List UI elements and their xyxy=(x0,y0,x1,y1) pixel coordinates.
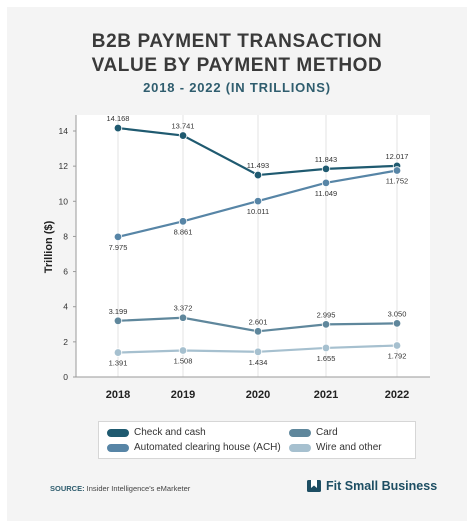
plot-area xyxy=(76,115,430,377)
x-tick-label: 2020 xyxy=(246,389,270,401)
x-tick-label: 2022 xyxy=(385,389,409,401)
bookmark-icon xyxy=(307,480,321,492)
y-axis-label: Trillion ($) xyxy=(43,220,55,273)
data-point xyxy=(321,343,331,353)
data-label: 3.199 xyxy=(109,307,128,316)
legend-label: Check and cash xyxy=(134,427,206,438)
data-point xyxy=(113,232,123,242)
data-label: 1.508 xyxy=(174,357,193,366)
source-label: SOURCE: xyxy=(50,484,85,493)
data-point xyxy=(321,320,331,329)
chart-title: B2B PAYMENT TRANSACTION VALUE BY PAYMENT… xyxy=(0,30,474,78)
data-point xyxy=(392,166,402,175)
chart-legend: Check and cash Card Automated clearing h… xyxy=(98,421,416,459)
data-label: 1.434 xyxy=(249,358,268,367)
data-point xyxy=(253,196,263,206)
legend-swatch xyxy=(107,428,129,437)
y-tick-label: 8 xyxy=(63,231,68,241)
legend-item-check-and-cash: Check and cash xyxy=(107,427,206,438)
y-tick-label: 12 xyxy=(59,161,69,171)
chart-title-line-2: VALUE BY PAYMENT METHOD xyxy=(91,55,383,76)
data-label: 1.655 xyxy=(317,354,336,363)
data-point xyxy=(321,178,331,188)
data-point xyxy=(253,170,263,180)
x-tick-label: 2021 xyxy=(314,389,338,401)
source-note: SOURCE: Insider Intelligence's eMarketer xyxy=(50,484,190,493)
y-tick-label: 6 xyxy=(63,267,68,277)
data-label: 2.601 xyxy=(249,317,268,326)
data-point xyxy=(178,346,188,355)
data-point xyxy=(321,164,331,174)
y-tick-label: 2 xyxy=(63,337,68,347)
data-label: 3.372 xyxy=(174,304,193,313)
data-point xyxy=(113,348,123,357)
data-point xyxy=(253,327,263,336)
data-point xyxy=(178,217,188,226)
legend-swatch xyxy=(107,443,129,452)
data-label: 10.011 xyxy=(247,207,269,216)
data-label: 11.049 xyxy=(315,189,337,198)
data-label: 12.017 xyxy=(386,152,409,161)
data-label: 2.995 xyxy=(317,310,336,319)
data-label: 8.861 xyxy=(174,227,193,236)
chart-title-line-1: B2B PAYMENT TRANSACTION xyxy=(91,31,383,52)
y-tick-label: 4 xyxy=(63,302,68,312)
data-label: 1.391 xyxy=(109,359,128,368)
y-tick-label: 0 xyxy=(63,372,68,382)
data-label: 3.050 xyxy=(388,309,407,318)
source-text: Insider Intelligence's eMarketer xyxy=(84,484,191,493)
legend-swatch xyxy=(289,443,311,452)
data-point xyxy=(113,123,123,133)
brand-name: Fit Small Business xyxy=(326,479,438,493)
data-point xyxy=(178,131,188,140)
data-label: 7.975 xyxy=(109,243,128,252)
legend-item-ach: Automated clearing house (ACH) xyxy=(107,442,281,453)
data-label: 11.843 xyxy=(315,155,337,164)
legend-label: Wire and other xyxy=(316,442,382,453)
legend-swatch xyxy=(289,428,311,437)
data-label: 13.741 xyxy=(172,122,195,131)
legend-item-wire-and-other: Wire and other xyxy=(289,442,382,453)
legend-item-card: Card xyxy=(289,427,338,438)
legend-label: Automated clearing house (ACH) xyxy=(134,442,281,453)
data-label: 1.792 xyxy=(388,352,407,361)
data-label: 11.752 xyxy=(386,177,408,186)
y-tick-label: 14 xyxy=(59,126,69,136)
data-point xyxy=(392,319,402,328)
data-label: 11.493 xyxy=(247,161,269,170)
x-tick-label: 2018 xyxy=(106,389,130,401)
data-point xyxy=(392,341,402,350)
legend-label: Card xyxy=(316,427,338,438)
x-tick-label: 2019 xyxy=(171,389,195,401)
chart-subtitle: 2018 - 2022 (IN TRILLIONS) xyxy=(143,80,331,95)
data-point xyxy=(113,316,123,325)
data-point xyxy=(178,313,188,322)
brand-logo: Fit Small Business xyxy=(306,478,437,494)
y-tick-label: 10 xyxy=(59,196,69,206)
data-point xyxy=(253,347,263,357)
data-label: 14.168 xyxy=(107,114,130,123)
